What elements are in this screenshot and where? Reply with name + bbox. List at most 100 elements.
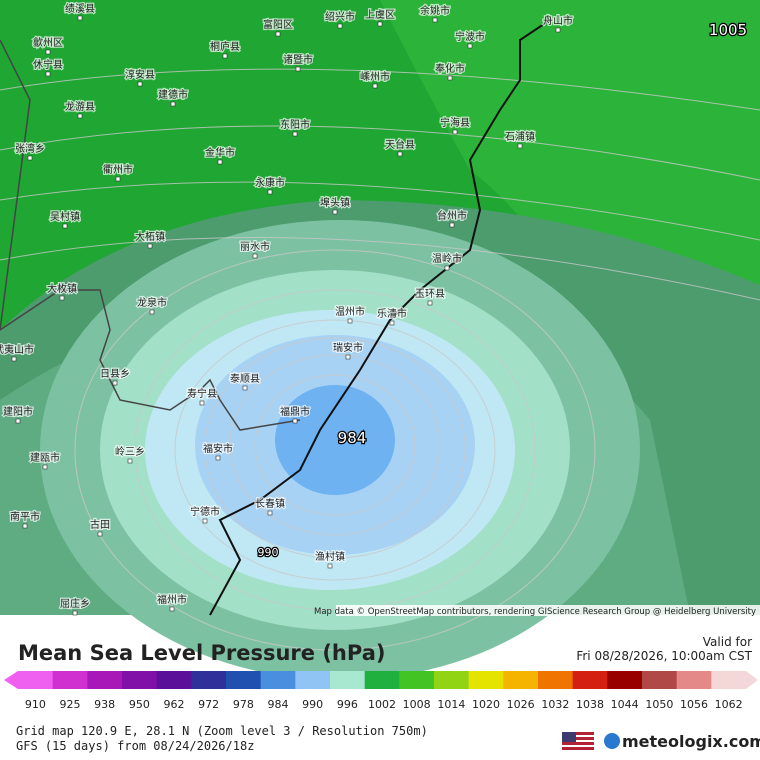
scale-label: 950 — [129, 698, 150, 711]
place-marker — [467, 43, 473, 49]
place-label: 屈庄乡 — [60, 597, 90, 610]
place-label: 嵊州市 — [360, 70, 390, 83]
scale-label: 1032 — [541, 698, 569, 711]
place-label: 淳安县 — [125, 68, 155, 81]
border — [0, 39, 301, 431]
place-marker — [337, 23, 343, 29]
attribution: Map data © OpenStreetMap contributors, r… — [314, 607, 756, 617]
isobars — [0, 68, 760, 651]
place-label: 奉化市 — [435, 62, 465, 75]
place-label: 大枚镇 — [47, 282, 77, 295]
scale-arrow-left — [4, 671, 18, 689]
scale-label: 990 — [302, 698, 323, 711]
place-label: 舟山市 — [543, 14, 573, 27]
scale-swatch — [226, 671, 262, 689]
place-marker — [345, 354, 351, 360]
scale-label: 984 — [268, 698, 289, 711]
place-marker — [22, 523, 28, 529]
place-marker — [11, 356, 17, 362]
place-label: 上虞区 — [365, 8, 395, 21]
place-marker — [170, 101, 176, 107]
place-marker — [242, 385, 248, 391]
scale-swatch — [295, 671, 331, 689]
place-marker — [347, 318, 353, 324]
scale-swatch — [191, 671, 227, 689]
scale-swatch — [122, 671, 158, 689]
place-marker — [199, 400, 205, 406]
scale-swatch — [538, 671, 574, 689]
brand[interactable]: meteologix.com — [622, 732, 760, 751]
place-marker — [427, 300, 433, 306]
place-marker — [62, 223, 68, 229]
scale-arrow-right — [746, 671, 758, 689]
place-marker — [389, 320, 395, 326]
place-label: 福鼎市 — [280, 405, 310, 418]
place-label: 温岭市 — [432, 252, 462, 265]
place-marker — [292, 418, 298, 424]
pressure-label: 984 — [338, 429, 367, 447]
place-marker — [449, 222, 455, 228]
place-marker — [77, 113, 83, 119]
model-run: GFS (15 days) from 08/24/2026/18z — [16, 739, 254, 753]
scale-swatch — [260, 671, 296, 689]
place-marker — [275, 31, 281, 37]
scale-swatch — [468, 671, 504, 689]
place-marker — [432, 17, 438, 23]
place-marker — [555, 27, 561, 33]
scale-label: 938 — [94, 698, 115, 711]
scale-label: 910 — [25, 698, 46, 711]
scale-swatch — [330, 671, 366, 689]
place-label: 东阳市 — [280, 118, 310, 131]
place-marker — [332, 209, 338, 215]
place-marker — [77, 15, 83, 21]
place-label: 瑞安市 — [333, 341, 363, 354]
place-marker — [372, 83, 378, 89]
scale-label: 972 — [198, 698, 219, 711]
place-label: 龙游县 — [65, 100, 95, 113]
place-label: 吴村镇 — [50, 210, 80, 223]
place-label: 大柘镇 — [135, 230, 165, 243]
place-marker — [222, 53, 228, 59]
place-label: 宁德市 — [190, 505, 220, 518]
scale-swatch — [676, 671, 712, 689]
place-label: 龙泉市 — [137, 296, 167, 309]
place-marker — [397, 151, 403, 157]
place-marker — [267, 189, 273, 195]
place-marker — [295, 66, 301, 72]
place-label: 台州市 — [437, 209, 467, 222]
coastline — [209, 19, 551, 616]
place-label: 南平市 — [10, 510, 40, 523]
place-label: 石浦镇 — [505, 130, 535, 143]
pressure-label: 990 — [258, 546, 279, 559]
scale-label: 925 — [60, 698, 81, 711]
scale-label: 962 — [164, 698, 185, 711]
scale-label: 1008 — [403, 698, 431, 711]
valid-label: Valid for — [703, 635, 752, 649]
place-label: 宁波市 — [455, 30, 485, 43]
place-marker — [452, 129, 458, 135]
scale-swatch — [18, 671, 54, 689]
scale-label: 1014 — [437, 698, 465, 711]
place-marker — [112, 380, 118, 386]
place-label: 绩溪县 — [65, 2, 95, 15]
place-label: 绍兴市 — [325, 10, 355, 23]
flag — [562, 732, 594, 750]
scale-swatch — [711, 671, 747, 689]
place-marker — [444, 265, 450, 271]
place-label: 丽水市 — [240, 240, 270, 253]
place-label: 歙州区 — [33, 36, 63, 49]
place-marker — [149, 309, 155, 315]
scale-swatch — [364, 671, 400, 689]
place-label: 古田 — [90, 518, 110, 531]
place-marker — [215, 455, 221, 461]
place-marker — [327, 563, 333, 569]
place-marker — [72, 610, 78, 616]
place-label: 张湾乡 — [15, 142, 45, 155]
place-marker — [292, 131, 298, 137]
place-label: 永康市 — [255, 176, 285, 189]
place-marker — [267, 510, 273, 516]
place-label: 金华市 — [205, 146, 235, 159]
valid-time: Fri 08/28/2026, 10:00am CST — [576, 649, 752, 663]
place-label: 乐清市 — [377, 307, 407, 320]
